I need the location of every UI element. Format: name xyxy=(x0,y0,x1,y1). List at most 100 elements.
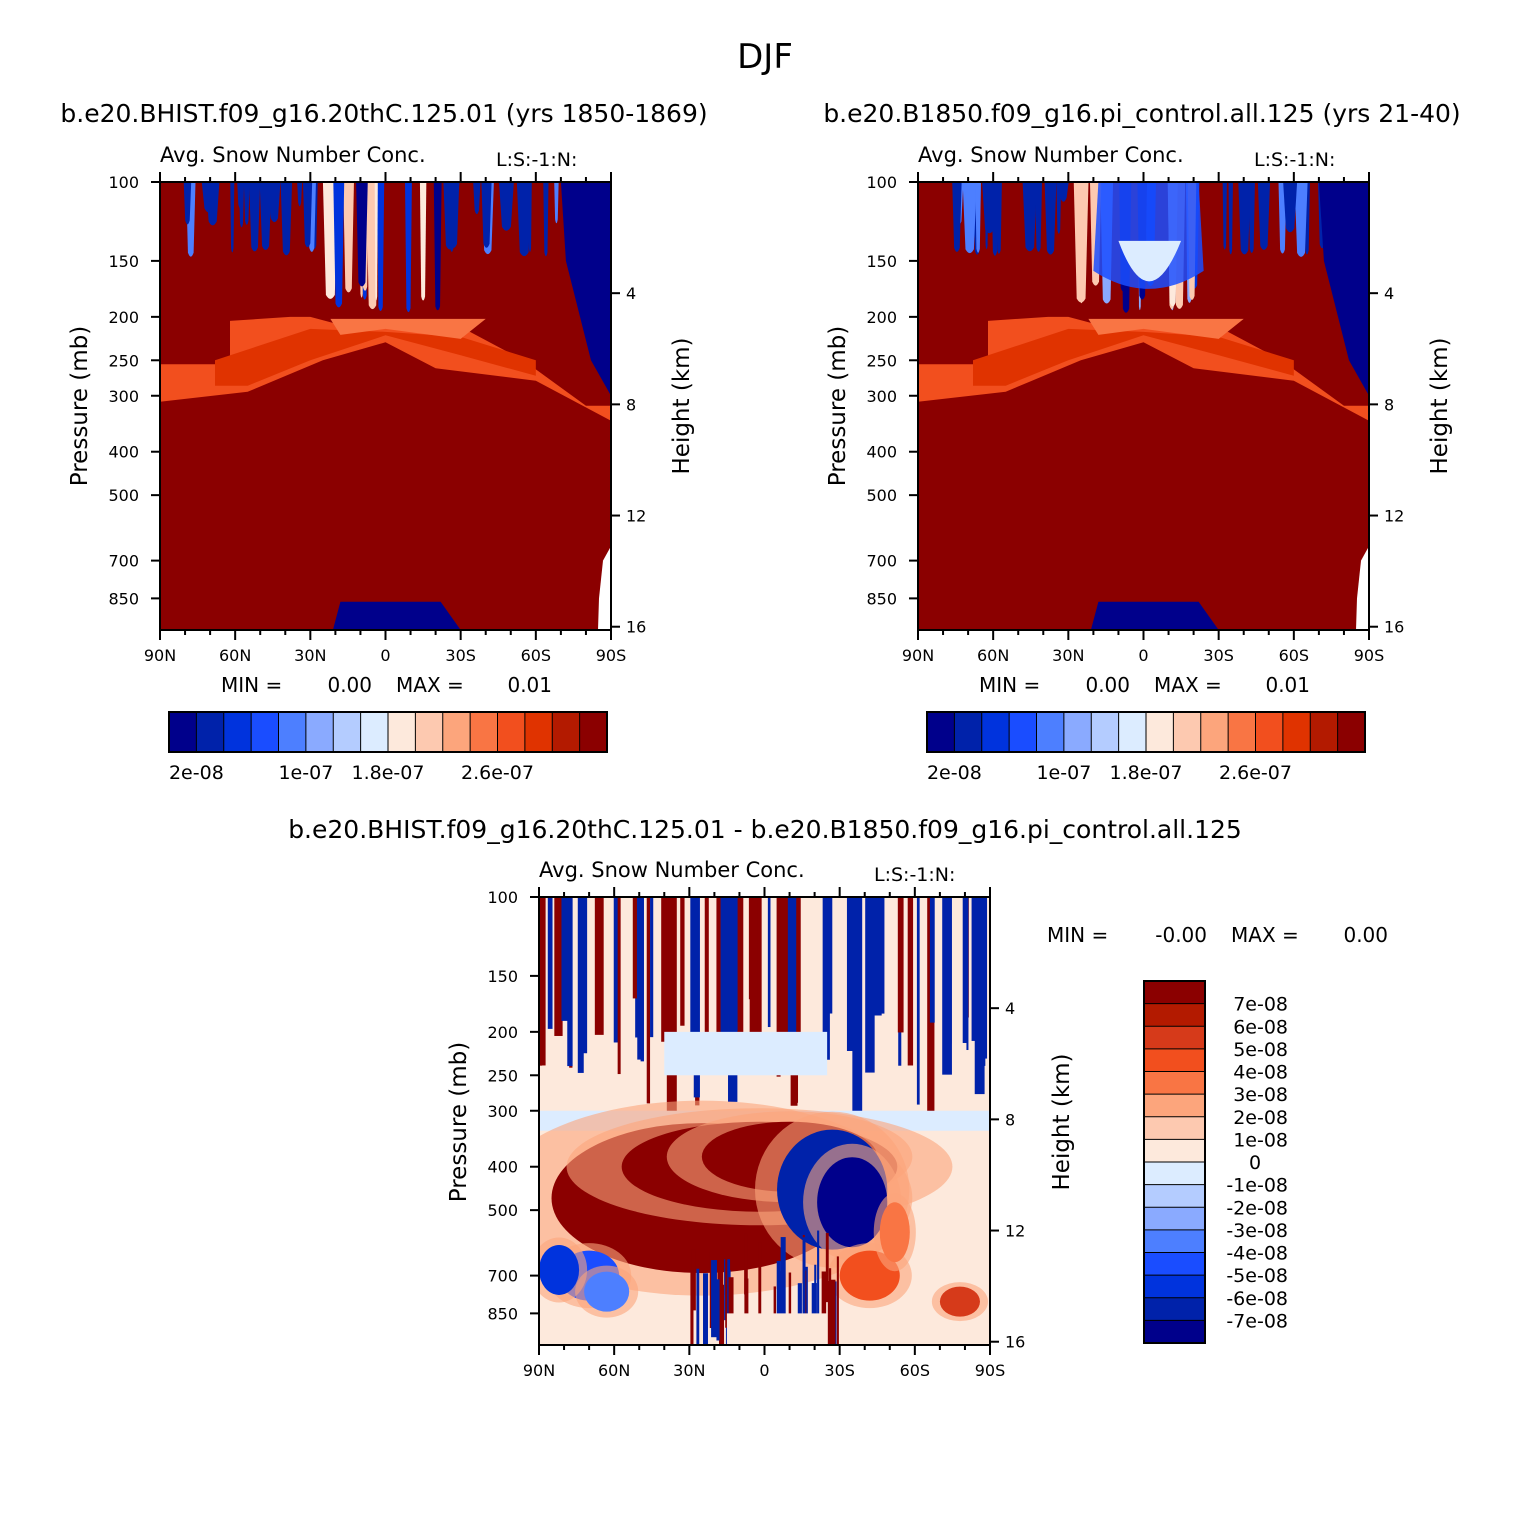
height-tick-label: 8 xyxy=(1384,395,1394,414)
height-tick-label: 16 xyxy=(1384,618,1404,637)
panel-0-ylabel: Pressure (mb) xyxy=(67,326,93,486)
pressure-tick-label: 300 xyxy=(487,1102,518,1121)
colorbar-box xyxy=(305,711,335,753)
field-streak xyxy=(788,1272,792,1345)
colorbar-tick-label: -1e-08 xyxy=(1226,1175,1288,1197)
field-streak xyxy=(721,897,730,1015)
pressure-tick-label: 850 xyxy=(108,589,139,608)
field-streak xyxy=(704,897,709,1066)
panel-2-max-label: MAX = xyxy=(1231,923,1299,947)
colorbar-tick-label: 2e-08 xyxy=(1233,1107,1288,1129)
pressure-tick-label: 200 xyxy=(108,308,139,327)
colorbar-box xyxy=(195,711,225,753)
field-polar-region xyxy=(560,182,611,396)
pressure-tick-label: 200 xyxy=(866,308,897,327)
panel-1-var-title: Avg. Snow Number Conc. xyxy=(918,143,1184,167)
field-streak xyxy=(1228,182,1233,255)
pressure-tick-label: 850 xyxy=(866,589,897,608)
field-streak xyxy=(907,897,914,1066)
colorbar-tick-label: 1e-07 xyxy=(278,762,333,784)
colorbar-tick-label: -6e-08 xyxy=(1226,1288,1288,1310)
lat-tick-label: 60S xyxy=(900,1361,931,1380)
pressure-tick-label: 500 xyxy=(487,1201,518,1220)
field-streak xyxy=(1118,240,1182,282)
field-streak xyxy=(613,897,620,1043)
field-streak xyxy=(929,897,935,1023)
colorbar-box xyxy=(1143,1003,1206,1028)
panel-2-ylabel: Pressure (mb) xyxy=(446,1042,472,1202)
field-missing xyxy=(598,546,611,630)
pressure-tick-label: 250 xyxy=(487,1066,518,1085)
field-streak xyxy=(846,897,857,1051)
lat-tick-label: 30N xyxy=(294,646,326,665)
field-shade-band xyxy=(973,328,1294,386)
lat-tick-label: 30S xyxy=(1203,646,1234,665)
lat-tick-label: 60S xyxy=(521,646,552,665)
field-streak xyxy=(852,897,863,1115)
field-streak xyxy=(1022,182,1037,252)
colorbar-box xyxy=(278,711,307,753)
height-tick-label: 4 xyxy=(1384,284,1394,303)
lat-tick-label: 60S xyxy=(1279,646,1310,665)
colorbar-box xyxy=(1143,1184,1206,1209)
lat-tick-label: 0 xyxy=(1138,646,1148,665)
field-streak xyxy=(975,182,981,253)
field-streak xyxy=(666,897,677,1115)
field-streak xyxy=(1056,182,1062,234)
field-streak xyxy=(268,182,281,223)
field-surface-region xyxy=(332,601,461,630)
field-streak xyxy=(637,897,643,1060)
field-streak xyxy=(718,897,725,1065)
field-streak xyxy=(991,182,999,256)
colorbar-box xyxy=(1143,1274,1206,1299)
field-streak xyxy=(805,1266,808,1345)
field-shade-band xyxy=(664,1031,828,1076)
field-streak xyxy=(481,182,492,248)
colorbar-box xyxy=(1143,1319,1206,1344)
field-streak xyxy=(1035,182,1043,252)
colorbar-box xyxy=(1143,1093,1206,1118)
lat-tick-label: 90N xyxy=(144,646,176,665)
colorbar-frame xyxy=(168,711,608,753)
field-streak xyxy=(792,897,797,1049)
field-streak xyxy=(356,182,368,287)
field-streak xyxy=(183,182,192,225)
field-streak xyxy=(554,182,559,224)
panel-1-height-axis: 16 12 8 4 xyxy=(1369,284,1404,637)
field-streak xyxy=(716,1279,720,1341)
field-shade-band xyxy=(330,318,486,339)
lat-tick-label: 0 xyxy=(759,1361,769,1380)
field-streak xyxy=(786,897,796,1071)
pressure-tick-label: 300 xyxy=(866,387,897,406)
panel-0-contour-field xyxy=(160,182,611,630)
colorbar-box xyxy=(1143,1206,1206,1231)
panel-2-y2label: Height (km) xyxy=(1049,1053,1075,1190)
field-streak xyxy=(237,182,243,209)
field-blob xyxy=(879,1202,910,1263)
field-streak xyxy=(776,897,781,1077)
field-streak xyxy=(632,897,637,999)
panel-1-colorbar: 2e-08 1e-07 1.8e-07 2.6e-07 xyxy=(926,711,1366,784)
panel-0-max-label: MAX = xyxy=(396,673,464,697)
pressure-tick-label: 700 xyxy=(866,552,897,571)
panel-0-case-title: b.e20.BHIST.f09_g16.20thC.125.01 (yrs 18… xyxy=(60,99,707,128)
field-streak xyxy=(718,1284,725,1345)
panel-2-latitude-axis: 90N 60N 30N 0 30S 60S 90S xyxy=(523,887,1005,1380)
field-blob xyxy=(584,1271,630,1312)
panel-2-height-axis: 16 12 8 4 xyxy=(990,999,1025,1352)
field-streak xyxy=(1294,182,1308,257)
field-background xyxy=(160,182,611,630)
panel-2-pressure-axis: 100 150 200 250 300 400 500 700 850 xyxy=(487,888,539,1323)
panel-0-min-label: MIN = xyxy=(221,673,282,697)
colorbar-frame xyxy=(926,711,1366,753)
pressure-tick-label: 300 xyxy=(108,387,139,406)
pressure-tick-label: 700 xyxy=(487,1267,518,1286)
lat-tick-label: 30S xyxy=(445,646,476,665)
panel-1-min-value: 0.00 xyxy=(1085,673,1130,697)
field-streak xyxy=(1283,182,1298,233)
colorbar-tick-label: 4e-08 xyxy=(1233,1062,1288,1084)
colorbar-tick-label: 2.6e-07 xyxy=(461,762,534,784)
lat-tick-label: 0 xyxy=(380,646,390,665)
panel-0-height-axis: 16 12 8 4 xyxy=(611,284,646,637)
field-streak xyxy=(942,897,952,1075)
